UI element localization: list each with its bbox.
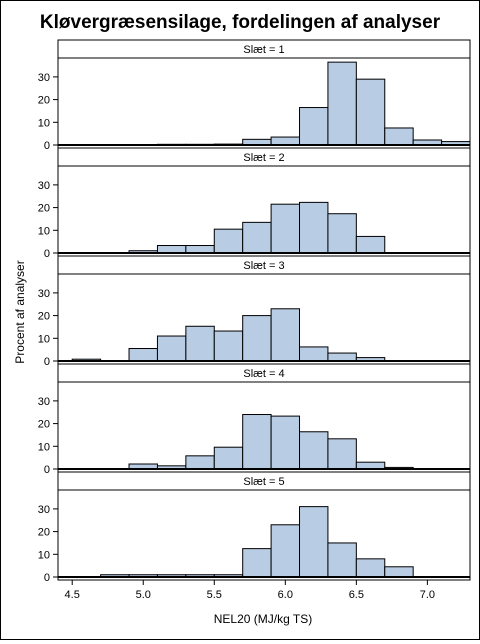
panel: Slæt = 1 0 10 20 30 <box>38 40 470 152</box>
x-tick-label: 7.0 <box>420 589 435 601</box>
panel: Slæt = 3 0 10 20 30 <box>38 256 470 368</box>
panel-label: Slæt = 5 <box>243 476 284 488</box>
y-tick-label: 10 <box>38 117 50 129</box>
y-tick-label: 0 <box>44 572 50 584</box>
histogram-bar <box>300 432 328 469</box>
chart-title: Kløvergræsensilage, fordelingen af analy… <box>40 12 441 33</box>
y-axis-label: Procent af analyser <box>13 260 27 363</box>
y-tick-label: 0 <box>44 356 50 368</box>
histogram-bar <box>186 246 214 253</box>
y-tick-label: 30 <box>38 288 50 300</box>
histogram-bar <box>356 79 384 145</box>
y-tick-label: 10 <box>38 333 50 345</box>
histogram-bar <box>328 353 356 361</box>
histogram-bar <box>243 415 271 469</box>
histogram-bar <box>271 137 299 145</box>
y-tick-label: 20 <box>38 95 50 107</box>
histogram-bar <box>300 507 328 577</box>
histogram-bar <box>300 347 328 361</box>
panels: Slæt = 1 0 10 20 30 Slæt = 2 0 10 20 30 Slæt = 3 0 1… <box>38 40 470 584</box>
y-tick-label: 0 <box>44 140 50 152</box>
histogram-bar <box>300 202 328 253</box>
panel-label: Slæt = 1 <box>243 44 284 56</box>
panel: Slæt = 2 0 10 20 30 <box>38 148 470 260</box>
y-tick-label: 20 <box>38 527 50 539</box>
histogram-bar <box>186 456 214 469</box>
histogram-bar <box>129 349 157 361</box>
histogram-bar <box>356 559 384 577</box>
histogram-bar <box>214 229 242 253</box>
panel: Slæt = 4 0 10 20 30 <box>38 364 470 476</box>
y-tick-label: 20 <box>38 311 50 323</box>
histogram-bar <box>186 326 214 361</box>
panel: Slæt = 5 0 10 20 30 <box>38 472 470 584</box>
histogram-bar <box>243 316 271 361</box>
histogram-bar <box>157 336 185 361</box>
histogram-bar <box>271 309 299 361</box>
histogram-bar <box>328 214 356 253</box>
histogram-bar <box>157 246 185 253</box>
histogram-bar <box>356 462 384 469</box>
histogram-bar <box>328 62 356 145</box>
histogram-bar <box>300 108 328 145</box>
y-tick-label: 10 <box>38 225 50 237</box>
x-tick-label: 4.5 <box>65 589 80 601</box>
panel-label: Slæt = 3 <box>243 260 284 272</box>
y-tick-label: 10 <box>38 549 50 561</box>
y-tick-label: 30 <box>38 504 50 516</box>
histogram-bar <box>385 567 413 577</box>
x-tick-label: 6.5 <box>349 589 364 601</box>
y-tick-label: 10 <box>38 441 50 453</box>
x-tick-label: 5.0 <box>136 589 151 601</box>
y-tick-label: 30 <box>38 72 50 84</box>
histogram-bar <box>356 236 384 253</box>
panel-label: Slæt = 2 <box>243 152 284 164</box>
histogram-bar <box>328 543 356 577</box>
x-tick-label: 5.5 <box>207 589 222 601</box>
y-tick-label: 0 <box>44 248 50 260</box>
histogram-bar <box>243 222 271 253</box>
x-axis: 4.5 5.0 5.5 6.0 6.5 7.0 <box>65 580 435 601</box>
y-tick-label: 30 <box>38 180 50 192</box>
histogram-bar <box>385 128 413 145</box>
x-tick-label: 6.0 <box>278 589 293 601</box>
histogram-bar <box>214 331 242 361</box>
y-tick-label: 20 <box>38 419 50 431</box>
histogram-bar <box>243 549 271 577</box>
x-axis-label: NEL20 (MJ/kg TS) <box>214 612 312 626</box>
histogram-bar <box>271 525 299 577</box>
y-tick-label: 0 <box>44 464 50 476</box>
y-tick-label: 30 <box>38 396 50 408</box>
panel-label: Slæt = 4 <box>243 368 284 380</box>
y-tick-label: 20 <box>38 203 50 215</box>
histogram-bar <box>271 204 299 253</box>
histogram-bar <box>214 447 242 469</box>
histogram-bar <box>328 439 356 469</box>
histogram-bar <box>271 416 299 469</box>
